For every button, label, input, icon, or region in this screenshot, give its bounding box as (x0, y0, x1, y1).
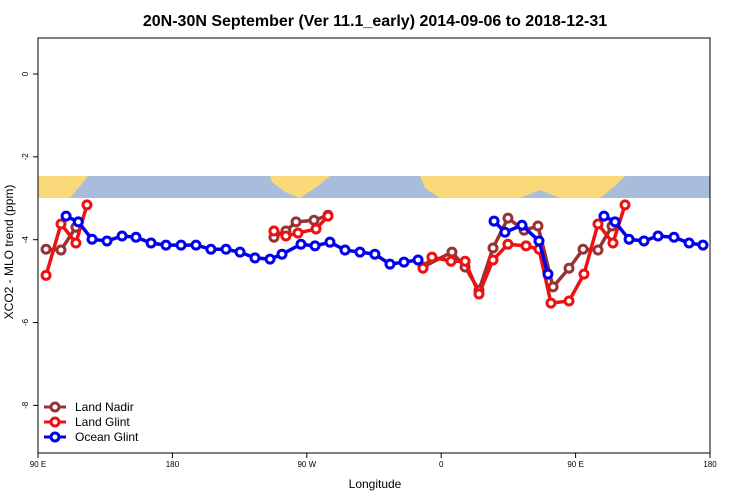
data-point (488, 215, 500, 227)
legend-marker (49, 416, 61, 428)
data-point (322, 210, 334, 222)
data-point (369, 248, 381, 260)
legend-label: Land Nadir (75, 400, 134, 414)
data-point (86, 233, 98, 245)
x-tick-label: 180 (703, 460, 717, 469)
data-point (190, 239, 202, 251)
data-point (487, 242, 499, 254)
y-tick-label: 0 (21, 71, 30, 76)
data-point (220, 243, 232, 255)
data-point (81, 199, 93, 211)
data-point (619, 199, 631, 211)
data-point (563, 295, 575, 307)
data-point (295, 238, 307, 250)
data-point (101, 235, 113, 247)
data-point (249, 252, 261, 264)
data-point (55, 244, 67, 256)
x-tick-label: 90 E (30, 460, 46, 469)
data-point (592, 244, 604, 256)
data-point (160, 239, 172, 251)
data-point (130, 231, 142, 243)
x-tick-label: 180 (166, 460, 180, 469)
data-point (592, 218, 604, 230)
data-point (697, 239, 709, 251)
data-point (542, 268, 554, 280)
data-point (60, 210, 72, 222)
data-point (339, 244, 351, 256)
x-axis-label: Longitude (349, 477, 402, 491)
data-point (268, 225, 280, 237)
x-tick-label: 90 W (297, 460, 316, 469)
data-point (445, 255, 457, 267)
data-point (446, 246, 458, 258)
data-point (623, 233, 635, 245)
data-point (40, 269, 52, 281)
data-point (516, 219, 528, 231)
data-point (264, 253, 276, 265)
legend-label: Land Glint (75, 415, 130, 429)
y-tick-label: -6 (21, 318, 30, 326)
data-point (547, 281, 559, 293)
data-point (354, 246, 366, 258)
data-point (398, 256, 410, 268)
y-tick-label: -4 (21, 236, 30, 244)
data-point (290, 216, 302, 228)
data-point (324, 236, 336, 248)
legend-marker (49, 401, 61, 413)
data-point (545, 297, 557, 309)
data-point (280, 230, 292, 242)
data-point (384, 258, 396, 270)
data-point (116, 230, 128, 242)
data-point (487, 254, 499, 266)
data-point (533, 235, 545, 247)
x-tick-label: 0 (439, 460, 444, 469)
data-point (145, 237, 157, 249)
data-point (234, 246, 246, 258)
data-point (532, 220, 544, 232)
data-point (426, 251, 438, 263)
data-point (459, 255, 471, 267)
data-point (309, 240, 321, 252)
data-point (598, 210, 610, 222)
data-point (72, 216, 84, 228)
x-tick-label: 90 E (567, 460, 583, 469)
data-point (668, 231, 680, 243)
legend-marker (49, 431, 61, 443)
data-point (412, 254, 424, 266)
data-point (40, 243, 52, 255)
data-point (292, 227, 304, 239)
data-point (563, 262, 575, 274)
data-point (502, 238, 514, 250)
data-point (308, 214, 320, 226)
data-point (652, 230, 664, 242)
y-tick-label: -2 (21, 153, 30, 161)
data-point (502, 212, 514, 224)
data-point (683, 237, 695, 249)
data-point (70, 237, 82, 249)
data-point (473, 288, 485, 300)
y-axis-label: XCO2 - MLO trend (ppm) (2, 185, 16, 320)
data-point (638, 235, 650, 247)
y-tick-label: -8 (21, 401, 30, 409)
legend-label: Ocean Glint (75, 430, 139, 444)
data-point (607, 237, 619, 249)
data-point (205, 243, 217, 255)
data-point (417, 262, 429, 274)
data-point (175, 239, 187, 251)
data-point (609, 216, 621, 228)
data-point (578, 268, 590, 280)
chart-title: 20N-30N September (Ver 11.1_early) 2014-… (143, 13, 607, 30)
plot-frame (37, 37, 711, 454)
data-point (577, 243, 589, 255)
data-point (520, 240, 532, 252)
data-point (55, 218, 67, 230)
map-band (38, 176, 710, 198)
data-point (499, 226, 511, 238)
data-point (276, 248, 288, 260)
data-point (310, 223, 322, 235)
